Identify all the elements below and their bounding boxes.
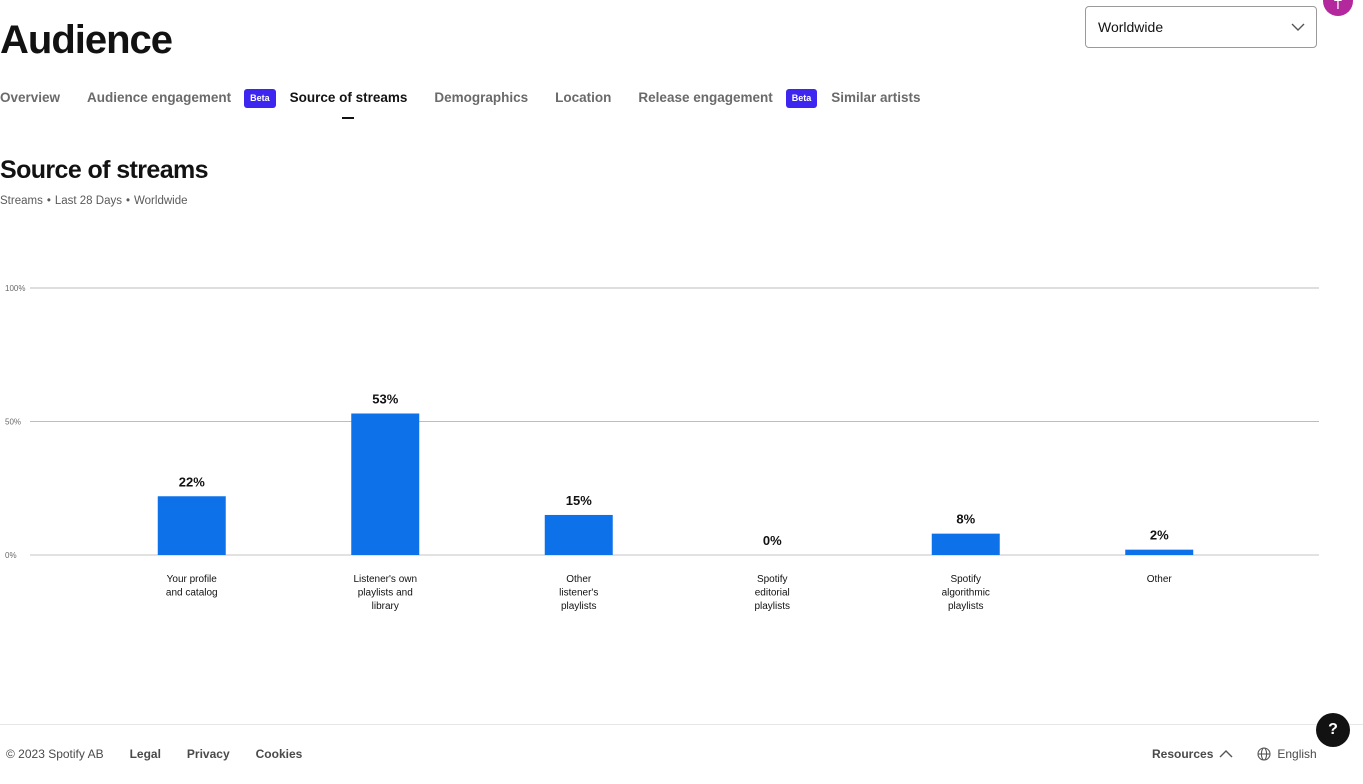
chevron-up-icon	[1219, 750, 1233, 758]
avatar-initial: T	[1334, 0, 1342, 12]
chevron-down-icon	[1291, 23, 1305, 31]
copyright: © 2023 Spotify AB	[6, 747, 104, 761]
avatar[interactable]: T	[1323, 0, 1353, 16]
footer-link-cookies[interactable]: Cookies	[255, 747, 303, 761]
bar-value-label: 0%	[763, 533, 782, 548]
globe-icon	[1257, 747, 1271, 761]
x-category-label: Other	[566, 574, 592, 585]
x-category-label: playlists and	[358, 588, 413, 599]
bar	[157, 496, 226, 555]
subtitle-part: Streams	[0, 195, 43, 207]
x-category-label: playlists	[754, 601, 790, 612]
page-title: Audience	[0, 18, 173, 62]
resources-menu[interactable]: Resources	[1152, 747, 1233, 761]
footer-link-privacy[interactable]: Privacy	[186, 747, 230, 761]
bar-chart: 0% 50% 100% 22% Your profile and catalog 53% Li…	[5, 284, 1319, 612]
subtitle-part: Last 28 Days	[54, 195, 122, 207]
x-category-label: playlists	[561, 601, 597, 612]
tab-audience-engagement[interactable]: Audience engagement	[87, 90, 232, 105]
y-tick-label: 0%	[5, 551, 17, 560]
footer: © 2023 Spotify AB Legal Privacy Cookies …	[0, 724, 1363, 784]
footer-right: Resources English	[1152, 747, 1317, 761]
region-select-value: Worldwide	[1098, 19, 1164, 35]
bar-value-label: 8%	[956, 512, 975, 527]
x-category-label: editorial	[755, 588, 790, 599]
x-category-label: Spotify	[950, 574, 981, 585]
x-category-label: library	[372, 601, 399, 612]
y-tick-label: 100%	[5, 284, 25, 293]
region-select[interactable]: Worldwide	[1085, 6, 1317, 48]
tab-source-of-streams[interactable]: Source of streams	[290, 88, 407, 119]
bar-value-label: 22%	[179, 474, 205, 489]
bar	[544, 514, 613, 555]
x-category-label: algorithmic	[942, 588, 990, 599]
language-label: English	[1277, 747, 1317, 761]
subtitle-separator: •	[125, 195, 131, 207]
y-tick-label: 50%	[5, 418, 21, 427]
beta-badge: Beta	[785, 89, 818, 108]
x-category-label: Your profile	[167, 574, 218, 585]
tab-overview[interactable]: Overview	[0, 90, 61, 105]
resources-label: Resources	[1152, 747, 1214, 761]
footer-left: © 2023 Spotify AB Legal Privacy Cookies	[6, 747, 302, 761]
x-category-label: Listener's own	[353, 574, 417, 585]
bar	[351, 413, 420, 555]
help-button[interactable]: ?	[1316, 713, 1350, 747]
subtitle-part: Worldwide	[134, 195, 188, 207]
subtitle-separator: •	[46, 195, 51, 207]
tab-bar: Overview Audience engagement Beta Source of…	[0, 88, 948, 122]
section-subtitle: Streams • Last 28 Days • Worldwide	[0, 195, 188, 207]
beta-badge: Beta	[244, 89, 276, 108]
tab-demographics[interactable]: Demographics	[434, 90, 529, 105]
bar	[1125, 549, 1194, 555]
section-title: Source of streams	[0, 156, 209, 184]
tab-location[interactable]: Location	[555, 90, 612, 105]
bar-value-label: 2%	[1150, 528, 1169, 543]
bar-value-label: 15%	[566, 493, 592, 508]
bar-value-label: 53%	[372, 391, 398, 406]
x-category-label: Other	[1147, 574, 1173, 585]
x-category-label: and catalog	[166, 588, 218, 599]
x-category-label: playlists	[948, 601, 984, 612]
tab-similar-artists[interactable]: Similar artists	[831, 90, 921, 105]
tab-release-engagement[interactable]: Release engagement	[638, 90, 773, 105]
language-selector[interactable]: English	[1257, 747, 1317, 761]
x-category-label: listener's	[559, 588, 598, 599]
x-category-label: Spotify	[757, 574, 788, 585]
bar	[931, 533, 1000, 555]
footer-link-legal[interactable]: Legal	[129, 747, 161, 761]
